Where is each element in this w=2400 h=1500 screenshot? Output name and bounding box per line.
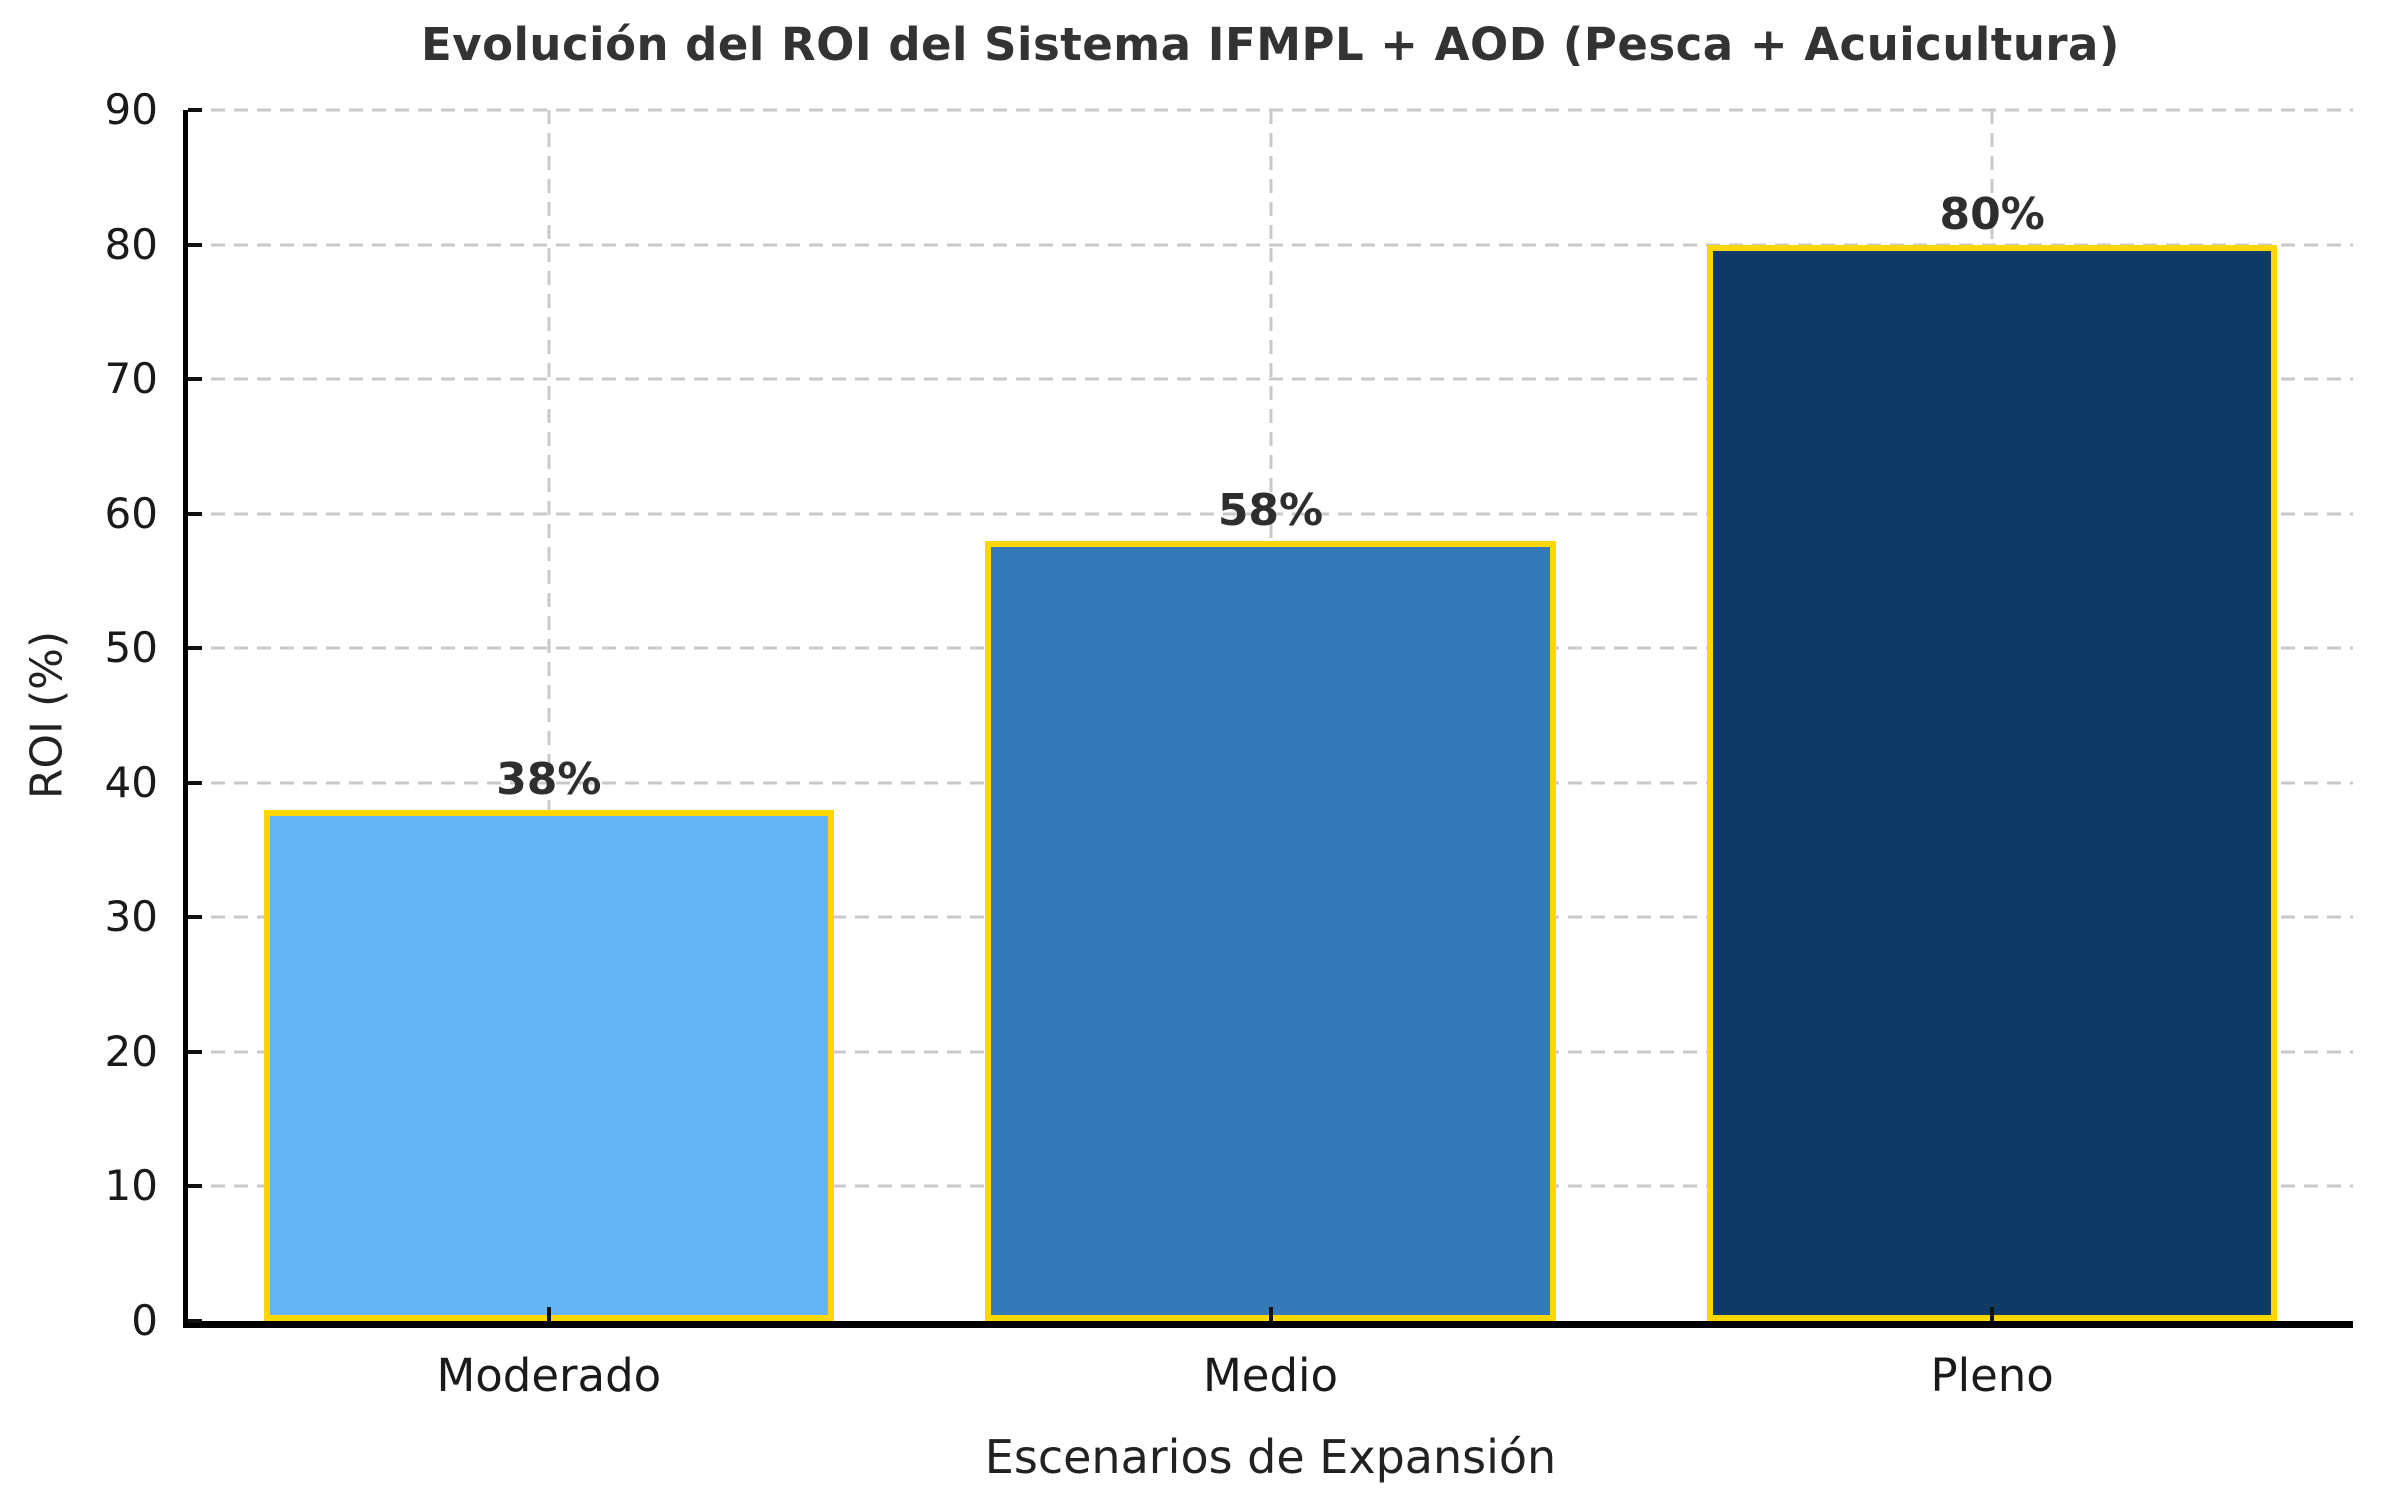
y-tick-label: 30 [104,892,158,942]
x-tick-mark [1268,1307,1273,1321]
y-axis-label: ROI (%) [21,630,73,800]
y-tick-label: 20 [104,1026,158,1076]
y-tick-label: 90 [104,85,158,134]
y-tick-label: 10 [104,1161,158,1211]
y-tick-label: 80 [104,219,158,269]
chart-title: Evolución del ROI del Sistema IFMPL + AO… [421,18,2120,71]
x-axis-label: Escenarios de Expansión [984,1430,1557,1484]
x-axis-spine [183,1321,2353,1328]
plot-area: 0 10 20 30 40 50 60 70 80 90 Moderado 38% Medio 58% Pl… [105,89,2353,1398]
bar-medio: 58% [985,488,1556,1321]
x-tick-label: Moderado [436,1349,662,1402]
y-tick-label: 40 [104,757,158,807]
bar-pleno: 80% [1707,192,2278,1321]
y-tick-mark [188,242,202,247]
y-tick-mark [188,377,202,382]
x-gridline [547,110,551,1321]
bar-value-label: 58% [1217,484,1324,536]
y-tick-mark [188,108,202,112]
bar-value-label: 38% [496,753,602,805]
x-tick-mark [1990,1307,1995,1321]
y-tick-mark [188,511,202,516]
x-tick-label: Pleno [1930,1349,2054,1402]
y-tick-label: 50 [104,623,158,673]
bar-moderado: 38% [263,757,834,1321]
y-tick-mark [188,1049,202,1054]
y-tick-label: 0 [131,1296,158,1345]
y-axis-spine [183,110,188,1328]
bar-value-label: 80% [1939,188,2045,240]
y-tick-label: 60 [104,488,158,538]
x-tick-label: Medio [1202,1349,1339,1402]
y-tick-mark [188,646,202,651]
y-tick-mark [188,1184,202,1189]
y-tick-label: 70 [104,354,158,404]
x-tick-mark [546,1307,551,1321]
y-tick-mark [188,915,202,920]
y-tick-mark [188,1319,202,1323]
y-tick-mark [188,780,202,785]
